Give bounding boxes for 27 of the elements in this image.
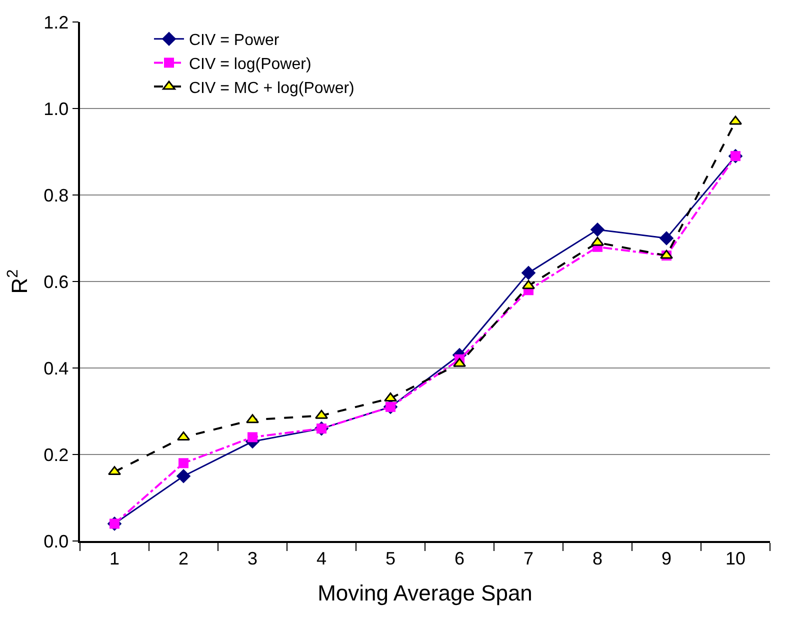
- x-tick-label: 7: [523, 548, 534, 568]
- x-tick-label: 10: [725, 548, 746, 568]
- legend-label: CIV = Power: [189, 32, 280, 50]
- legend-label: CIV = log(Power): [189, 56, 312, 73]
- point: [590, 222, 605, 237]
- x-tick-label: 5: [385, 548, 396, 568]
- y-tick-label: 0.2: [44, 444, 69, 465]
- x-tick-label: 2: [178, 548, 189, 568]
- point: [178, 458, 188, 468]
- point: [248, 432, 258, 442]
- y-tick-label: 1.0: [44, 98, 69, 119]
- point: [176, 468, 191, 484]
- x-tick-label: 9: [661, 548, 672, 568]
- x-tick-label: 8: [592, 548, 603, 568]
- y-tick-label: 0.4: [44, 358, 69, 378]
- y-tick-label: 0.8: [44, 185, 69, 206]
- x-tick-label: 3: [247, 548, 258, 568]
- x-axis-title: Moving Average Span: [318, 580, 532, 606]
- y-tick-label: 0.0: [44, 531, 69, 552]
- x-tick-label: 6: [454, 548, 465, 568]
- y-tick-label: 1.2: [44, 12, 69, 32]
- x-tick-label: 4: [316, 548, 327, 568]
- point: [521, 266, 536, 280]
- y-tick-label: 0.6: [44, 272, 69, 292]
- legend-label: CIV = MC + log(Power): [189, 80, 354, 97]
- x-tick-label: 1: [109, 548, 120, 568]
- point: [659, 231, 674, 246]
